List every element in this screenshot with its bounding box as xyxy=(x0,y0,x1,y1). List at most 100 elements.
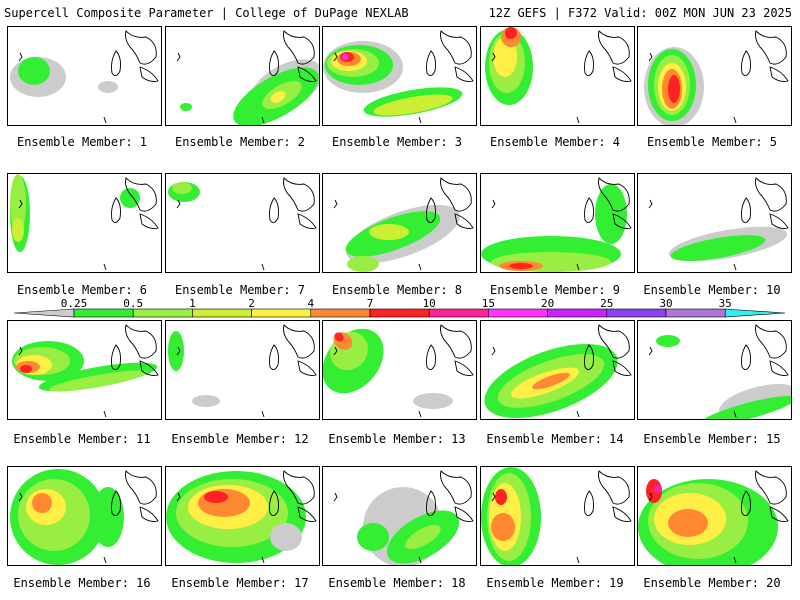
coastline xyxy=(755,30,787,65)
scp-contour-fill xyxy=(656,335,680,347)
coastline xyxy=(491,346,496,356)
coastline xyxy=(297,66,317,82)
colorbar-bin xyxy=(488,308,548,318)
member-label-20: Ensemble Member: 20 xyxy=(643,576,781,590)
scp-contour-fill xyxy=(357,523,389,551)
member-label-18: Ensemble Member: 18 xyxy=(328,576,466,590)
colorbar-tick-label: 7 xyxy=(366,297,374,310)
coastline xyxy=(139,506,159,522)
map-panel-5 xyxy=(637,26,792,126)
coastline xyxy=(297,213,317,229)
coastline xyxy=(648,199,653,209)
scp-contour-fill xyxy=(270,91,286,103)
coastline xyxy=(769,213,789,229)
coastline xyxy=(103,116,107,124)
scp-field-map xyxy=(481,467,632,565)
scp-contour-fill xyxy=(10,174,26,234)
member-label-3: Ensemble Member: 3 xyxy=(331,135,463,149)
coastline xyxy=(648,52,653,62)
map-panel-10 xyxy=(637,173,792,273)
coastline xyxy=(741,197,751,223)
member-label-15: Ensemble Member: 15 xyxy=(643,432,781,446)
scp-field-map xyxy=(648,324,791,419)
coastline xyxy=(612,66,632,82)
map-panel-11 xyxy=(7,320,162,420)
coastline xyxy=(103,410,107,418)
coastline xyxy=(269,490,279,516)
coastline xyxy=(261,556,265,564)
scp-contour-fill xyxy=(192,395,220,407)
coastline xyxy=(648,346,653,356)
coastline xyxy=(454,506,474,522)
member-label-2: Ensemble Member: 2 xyxy=(174,135,306,149)
coastline xyxy=(648,492,653,502)
coastline xyxy=(139,213,159,229)
coastline xyxy=(576,116,580,124)
coastline xyxy=(426,490,436,516)
member-label-5: Ensemble Member: 5 xyxy=(646,135,778,149)
colorbar-tick-label: 25 xyxy=(600,297,614,310)
map-panel-13 xyxy=(322,320,477,420)
scp-contour-fill xyxy=(20,365,32,373)
map-panel-9 xyxy=(480,173,635,273)
colorbar-left-tip xyxy=(13,308,75,318)
colorbar-tick-label: 15 xyxy=(481,297,496,310)
scp-field-map xyxy=(176,30,319,125)
coastline xyxy=(440,324,472,359)
colorbar-tick-label: 30 xyxy=(659,297,673,310)
coastline xyxy=(139,360,159,376)
coastline xyxy=(418,116,422,124)
scp-contour-fill xyxy=(495,489,507,505)
scp-contour-fill xyxy=(413,393,453,409)
map-panel-20 xyxy=(637,466,792,566)
member-label-9: Ensemble Member: 9 xyxy=(489,283,621,297)
coastline xyxy=(598,177,630,212)
map-panel-17 xyxy=(165,466,320,566)
coastline xyxy=(269,344,279,370)
scp-field-map xyxy=(10,174,159,271)
coastline xyxy=(269,50,279,76)
coastline xyxy=(176,492,181,502)
coastline xyxy=(125,30,157,65)
colorbar-bin xyxy=(73,308,134,318)
colorbar-bin xyxy=(192,308,252,318)
coastline xyxy=(283,324,315,359)
coastline xyxy=(612,213,632,229)
coastline xyxy=(111,197,121,223)
scp-contour-fill xyxy=(180,103,192,111)
scp-contour-fill xyxy=(270,523,302,551)
valid-time-label: 12Z GEFS | F372 Valid: 00Z MON JUN 23 20… xyxy=(488,6,792,20)
coastline xyxy=(440,470,472,505)
scp-field-map xyxy=(644,30,789,125)
map-panel-19 xyxy=(480,466,635,566)
coastline xyxy=(176,52,181,62)
colorbar xyxy=(13,308,786,318)
colorbar-tick-label: 0.5 xyxy=(123,297,144,310)
scp-field-map xyxy=(323,324,474,418)
coastline xyxy=(18,199,23,209)
map-panel-18 xyxy=(322,466,477,566)
coastline xyxy=(454,66,474,82)
coastline xyxy=(333,346,338,356)
coastline xyxy=(111,50,121,76)
scp-contour-fill xyxy=(509,263,533,269)
coastline xyxy=(261,263,265,271)
scp-field-map xyxy=(638,470,789,565)
coastline xyxy=(755,177,787,212)
map-panel-3 xyxy=(322,26,477,126)
scp-field-map xyxy=(333,177,474,272)
colorbar-tick-label: 2 xyxy=(248,297,255,310)
coastline xyxy=(576,410,580,418)
map-panel-6 xyxy=(7,173,162,273)
colorbar-bin xyxy=(132,308,193,318)
coastline xyxy=(333,52,338,62)
scp-field-map xyxy=(481,177,632,272)
member-label-13: Ensemble Member: 13 xyxy=(328,432,466,446)
member-label-7: Ensemble Member: 7 xyxy=(174,283,306,297)
scp-contour-fill xyxy=(172,182,192,194)
coastline xyxy=(612,360,632,376)
scp-contour-fill xyxy=(369,224,409,240)
coastline xyxy=(125,470,157,505)
coastline xyxy=(283,30,315,65)
coastline xyxy=(584,197,594,223)
